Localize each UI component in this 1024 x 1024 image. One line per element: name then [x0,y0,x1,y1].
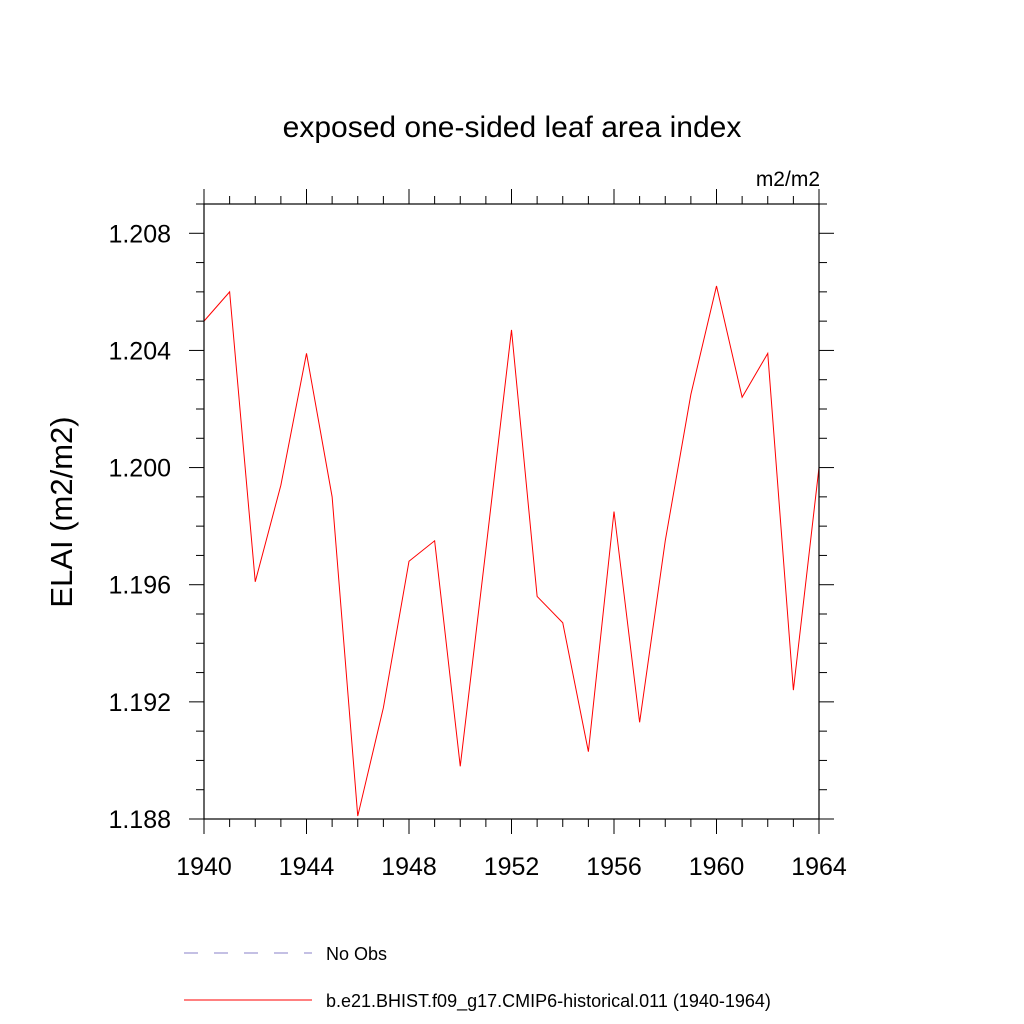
x-tick-label: 1944 [279,853,335,881]
data-point [306,353,307,354]
plot-frame [203,203,820,820]
data-point [537,596,538,597]
y-tick-label: 1.200 [108,455,171,483]
data-point [716,286,717,287]
data-point [588,751,589,752]
data-point [511,329,512,330]
series-line [203,285,820,817]
axes: 1.188 1.192 1.196 1.200 1.204 1.208 1940 1944 19… [108,189,847,881]
units-label: m2/m2 [756,168,820,191]
x-tick-label: 1952 [484,853,540,881]
y-axis-label: ELAI (m2/m2) [44,416,79,607]
x-tick-label: 1956 [586,853,642,881]
data-point [485,549,486,550]
legend-label: No Obs [326,944,387,964]
data-point [793,690,794,691]
chart-title: exposed one-sided leaf area index [283,111,742,144]
legend: No Obs b.e21.BHIST.f09_g17.CMIP6-historic… [184,944,771,1012]
data-point [383,707,384,708]
y-tick-label: 1.188 [108,806,171,834]
x-tick-label: 1960 [689,853,745,881]
plot-area [203,285,820,817]
data-point [742,397,743,398]
data-point [229,291,230,292]
data-point [460,766,461,767]
data-point [280,485,281,486]
data-point [690,394,691,395]
legend-label: b.e21.BHIST.f09_g17.CMIP6-historical.011… [326,991,771,1012]
data-point [767,353,768,354]
x-tick-label: 1948 [381,853,437,881]
data-point [562,622,563,623]
data-point [332,496,333,497]
data-point [255,581,256,582]
y-tick-label: 1.192 [108,689,171,717]
y-tick-label: 1.204 [108,337,171,365]
data-point [357,816,358,817]
data-point [665,540,666,541]
x-tick-label: 1964 [791,853,847,881]
data-point [434,540,435,541]
data-point [409,561,410,562]
data-point [614,511,615,512]
y-tick-label: 1.196 [108,572,171,600]
data-point [639,722,640,723]
y-tick-label: 1.208 [108,220,171,248]
x-tick-label: 1940 [176,853,232,881]
